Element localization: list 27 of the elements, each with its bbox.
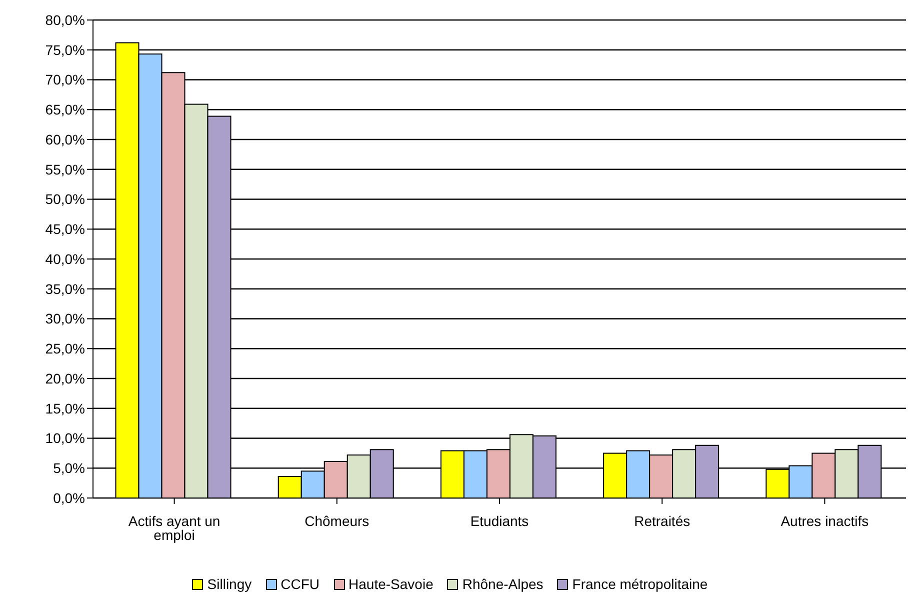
- y-tick-label: 80,0%: [45, 12, 85, 28]
- x-tick-label: Etudiants: [470, 512, 529, 529]
- x-tick-label: Retraités: [634, 512, 690, 529]
- y-tick-label: 50,0%: [45, 191, 85, 208]
- legend-label: Haute-Savoie: [348, 576, 434, 592]
- y-tick-label: 25,0%: [45, 340, 85, 357]
- legend-label: France métropolitaine: [571, 576, 708, 592]
- y-tick-label: 65,0%: [45, 102, 85, 118]
- y-tick-label: 45,0%: [45, 221, 85, 238]
- x-tick-label: Chômeurs: [304, 512, 370, 529]
- y-tick-label: 70,0%: [45, 72, 85, 88]
- y-tick-label: 55,0%: [45, 161, 85, 178]
- x-tick-label: Actifs ayant un emploi: [128, 512, 220, 543]
- y-tick-label: 5,0%: [53, 460, 85, 476]
- y-tick-label: 40,0%: [45, 250, 85, 267]
- y-tick-label: 10,0%: [45, 430, 85, 446]
- legend-label: CCFU: [280, 576, 320, 592]
- y-tick-label: 0,0%: [53, 490, 85, 506]
- legend-label: Rhône-Alpes: [461, 576, 544, 592]
- x-tick-label: Autres inactifs: [780, 512, 869, 529]
- legend-label: Sillingy: [206, 576, 252, 592]
- y-tick-label: 20,0%: [45, 370, 85, 386]
- y-tick-label: 35,0%: [45, 280, 85, 297]
- y-tick-label: 30,0%: [45, 310, 85, 327]
- y-tick-label: 15,0%: [45, 400, 85, 416]
- y-tick-label: 75,0%: [45, 42, 85, 58]
- y-tick-label: 60,0%: [45, 131, 85, 148]
